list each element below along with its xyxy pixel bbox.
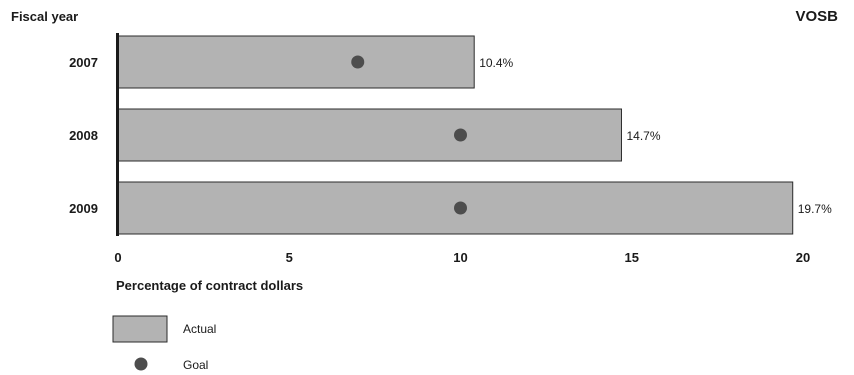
legend-marker-goal <box>134 357 148 371</box>
x-tick-label-20: 20 <box>796 250 810 265</box>
chart-title: VOSB <box>795 8 838 25</box>
x-tick-label-10: 10 <box>453 250 467 265</box>
goal-marker-2007 <box>351 55 365 69</box>
goals-layer <box>351 55 467 215</box>
legend-label-actual: Actual <box>183 322 216 336</box>
bar-2008 <box>117 108 622 162</box>
goal-marker-2008 <box>454 128 467 142</box>
goal-marker-2009 <box>454 201 467 215</box>
legend-swatch-actual <box>112 315 168 343</box>
category-label-2008: 2008 <box>69 128 98 143</box>
x-tick-label-15: 15 <box>625 250 639 265</box>
category-label-2007: 2007 <box>69 55 98 70</box>
value-label-2009: 19.7% <box>798 202 832 216</box>
x-tick-labels: 0 5 10 15 20 <box>114 250 810 265</box>
legend: Actual Goal <box>112 315 216 372</box>
value-label-2008: 14.7% <box>626 129 660 143</box>
bar-2007 <box>117 35 475 89</box>
category-labels: 2007 2008 2009 <box>69 55 98 216</box>
x-axis-label: Percentage of contract dollars <box>116 278 303 293</box>
legend-label-goal: Goal <box>183 358 208 372</box>
x-tick-label-5: 5 <box>286 250 293 265</box>
category-label-2009: 2009 <box>69 201 98 216</box>
x-tick-label-0: 0 <box>114 250 121 265</box>
value-labels: 10.4% 14.7% 19.7% <box>479 56 832 216</box>
category-axis-label: Fiscal year <box>11 9 78 24</box>
y-axis-line <box>116 33 119 236</box>
value-label-2007: 10.4% <box>479 56 513 70</box>
